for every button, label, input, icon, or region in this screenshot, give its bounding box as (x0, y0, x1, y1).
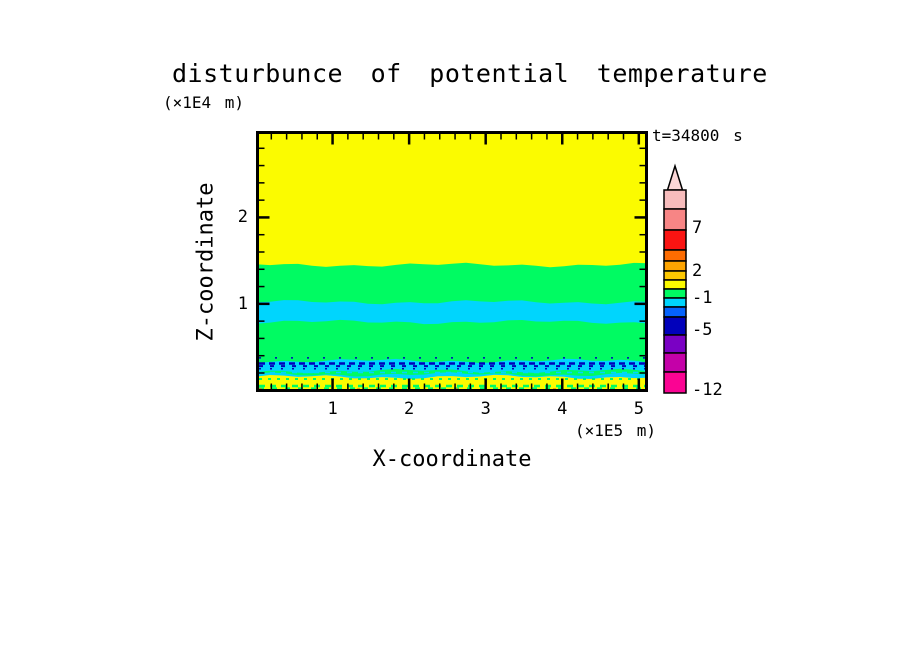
x-tick-label: 2 (404, 399, 415, 419)
colorbar-segment (663, 306, 687, 318)
colorbar (663, 163, 687, 394)
colorbar-segment (663, 371, 687, 394)
z-axis-unit-label: (×1E4 m) (163, 93, 245, 112)
colorbar-segment (663, 352, 687, 373)
colorbar-value-label: -5 (692, 320, 713, 340)
x-tick-label: 4 (557, 399, 568, 419)
x-tick-label: 5 (633, 399, 644, 419)
z-tick-label: 1 (237, 293, 248, 314)
colorbar-segment (663, 260, 687, 272)
x-tick-label: 1 (327, 399, 338, 419)
colorbar-value-label: 2 (692, 261, 703, 281)
colorbar-segment (663, 270, 687, 281)
colorbar-segment (663, 297, 687, 308)
colorbar-segment (663, 279, 687, 290)
z-axis-title: Z-coordinate (193, 182, 219, 342)
x-axis-title: X-coordinate (372, 447, 532, 472)
x-tick-label: 3 (480, 399, 491, 419)
colorbar-segment (663, 334, 687, 354)
z-tick-label: 2 (237, 207, 248, 228)
time-label: t=34800 s (652, 126, 743, 145)
chart-title: disturbunce of potential temperature (172, 59, 768, 88)
colorbar-segment (663, 229, 687, 251)
plot-border (256, 131, 648, 392)
colorbar-segment (663, 316, 687, 336)
colorbar-segment (663, 249, 687, 262)
colorbar-segment (663, 288, 687, 299)
colorbar-value-label: -1 (692, 288, 713, 308)
colorbar-value-label: -12 (692, 380, 723, 400)
colorbar-arrow-icon (666, 163, 684, 191)
colorbar-segment (663, 189, 687, 210)
colorbar-segment (663, 208, 687, 231)
x-axis-unit-label: (×1E5 m) (574, 421, 656, 440)
contour-plot (256, 131, 648, 392)
colorbar-value-label: 7 (692, 218, 703, 238)
